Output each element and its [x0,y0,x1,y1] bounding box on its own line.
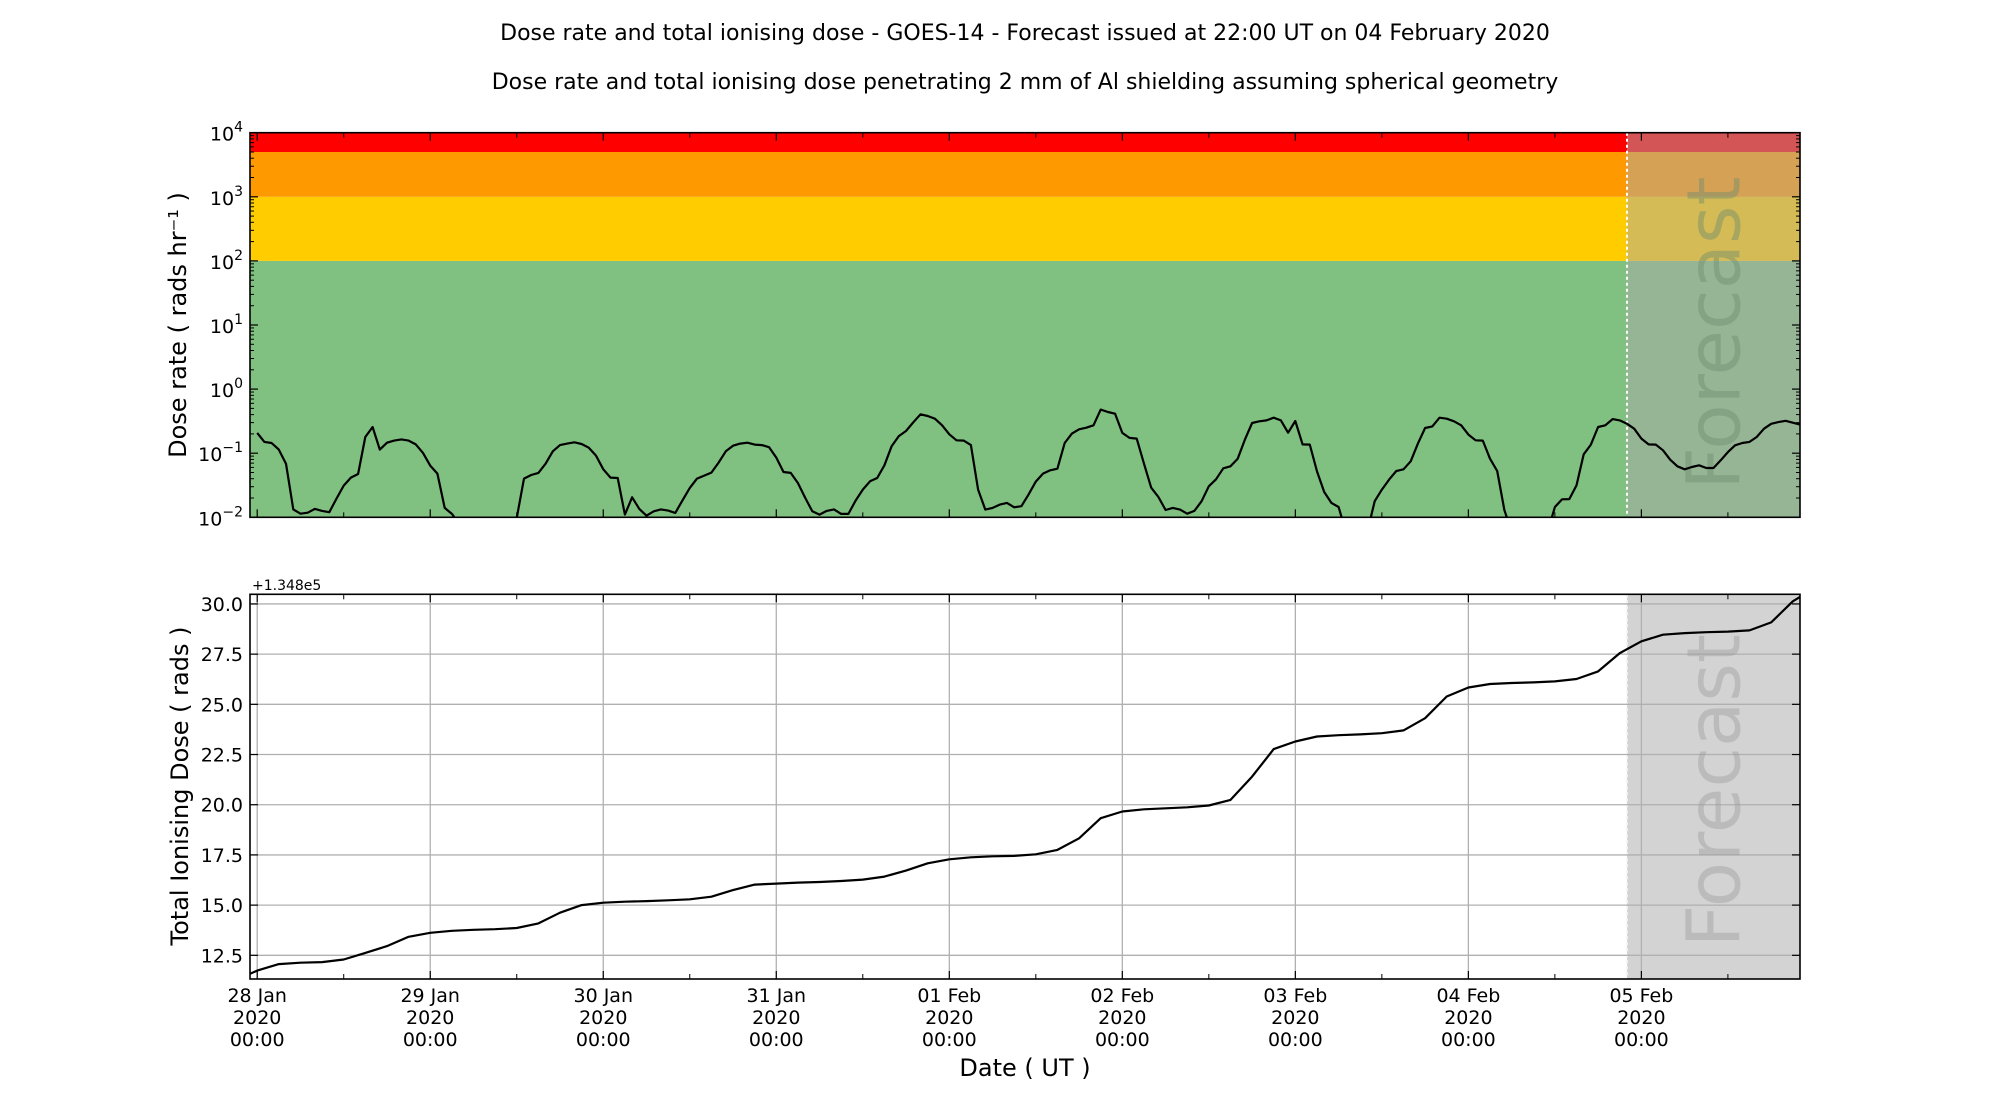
total-dose-panel: Forecast 12.5 15.0 17.5 20.0 22.5 25.0 27.5 30.… [166,578,1801,1082]
total-dose-series [250,595,1800,975]
y-tick-label: 12.5 [201,945,243,967]
x-tick-label-line: 2020 [1271,1007,1319,1029]
x-tick-label-line: 03 Feb [1263,985,1327,1007]
x-tick-label-line: 00:00 [230,1029,285,1051]
y-tick-label: 25.0 [201,694,243,716]
dose-rate-line [256,408,1800,518]
x-tick-label-line: 05 Feb [1609,985,1673,1007]
y-tick-label: 22.5 [201,745,243,767]
total-dose-axes-frame [249,593,1801,980]
x-tick-label-line: 00:00 [576,1029,631,1051]
x-tick-label-line: 00:00 [1441,1029,1496,1051]
y-tick-label: 101 [210,312,243,338]
chart-title: Dose rate and total ionising dose - GOES… [500,21,1550,46]
forecast-region [1625,132,1800,518]
y-tick-label: 100 [210,376,243,402]
x-tick-label-line: 2020 [1617,1007,1665,1029]
x-tick-label-line: 04 Feb [1436,985,1500,1007]
chart-subtitle: Dose rate and total ionising dose penetr… [492,70,1559,95]
x-tick-label-line: 30 Jan [573,985,633,1007]
threshold-band [250,196,1800,261]
threshold-band [250,132,1800,152]
x-tick-label-line: 2020 [406,1007,454,1029]
y-tick-label: 103 [210,184,243,210]
x-tick-label-line: 2020 [1098,1007,1146,1029]
x-tick-label-line: 2020 [579,1007,627,1029]
x-tick-label-line: 2020 [925,1007,973,1029]
threshold-bands [250,132,1800,518]
x-tick-label-line: 00:00 [749,1029,804,1051]
x-tick-label-line: 2020 [1444,1007,1492,1029]
x-tick-label-line: 01 Feb [917,985,981,1007]
y-tick-label: 10−1 [198,440,243,466]
total-dose-ylabel: Total Ionising Dose ( rads ) [166,627,194,947]
x-tick-label-line: 00:00 [1268,1029,1323,1051]
forecast-watermark: Forecast [1671,634,1757,947]
x-tick-label: 03 Feb 2020 00:00 [1263,985,1327,1051]
y-tick-label: 20.0 [201,795,243,817]
x-tick-label-line: 02 Feb [1090,985,1154,1007]
forecast-shade [1626,132,1800,518]
x-tick-label-line: 2020 [233,1007,281,1029]
y-tick-label: 10−2 [198,504,243,530]
y-tick-label: 102 [210,248,243,274]
x-tick-label: 05 Feb 2020 00:00 [1609,985,1673,1051]
dose-rate-panel: Forecast 104 103 102 101 100 10−1 10−2 Dose ra… [164,120,1801,530]
dose-rate-series [256,408,1800,518]
y-tick-label: 17.5 [201,845,243,867]
x-axis-label: Date ( UT ) [959,1054,1090,1082]
y-tick-label: 27.5 [201,644,243,666]
x-tick-label: 28 Jan 2020 00:00 [227,985,287,1051]
total-dose-ticks: 12.515.017.520.022.525.027.530.028 Jan 20… [201,594,1800,1051]
forecast-watermark: Forecast [1671,176,1757,489]
y-tick-label: 104 [210,120,243,146]
x-tick-label: 30 Jan 2020 00:00 [573,985,633,1051]
gridlines [250,594,1800,979]
forecast-shade [1626,594,1800,979]
x-tick-label-line: 00:00 [1614,1029,1669,1051]
x-tick-label-line: 00:00 [1095,1029,1150,1051]
x-tick-label: 29 Jan 2020 00:00 [400,985,460,1051]
y-offset-text: +1.348e5 [252,578,321,594]
x-tick-label: 31 Jan 2020 00:00 [747,985,807,1051]
x-tick-label-line: 2020 [752,1007,800,1029]
x-tick-label-line: 00:00 [922,1029,977,1051]
x-tick-label: 04 Feb 2020 00:00 [1436,985,1500,1051]
x-tick-label-line: 31 Jan [747,985,807,1007]
threshold-band [250,151,1800,197]
x-tick-label: 02 Feb 2020 00:00 [1090,985,1154,1051]
y-tick-label: 15.0 [201,895,243,917]
x-tick-label-line: 28 Jan [227,985,287,1007]
x-tick-label-line: 29 Jan [400,985,460,1007]
total-dose-line [250,595,1800,975]
x-tick-label-line: 00:00 [403,1029,458,1051]
x-tick-label: 01 Feb 2020 00:00 [917,985,981,1051]
dose-rate-ylabel: Dose rate ( rads hr⁻¹ ) [164,192,192,458]
forecast-region [1625,594,1800,979]
threshold-band [250,260,1800,518]
y-tick-label: 30.0 [201,594,243,616]
dose-rate-ticks: 104 103 102 101 100 10−1 10−2 [198,120,1800,530]
dose-rate-axes-frame [249,131,1801,519]
